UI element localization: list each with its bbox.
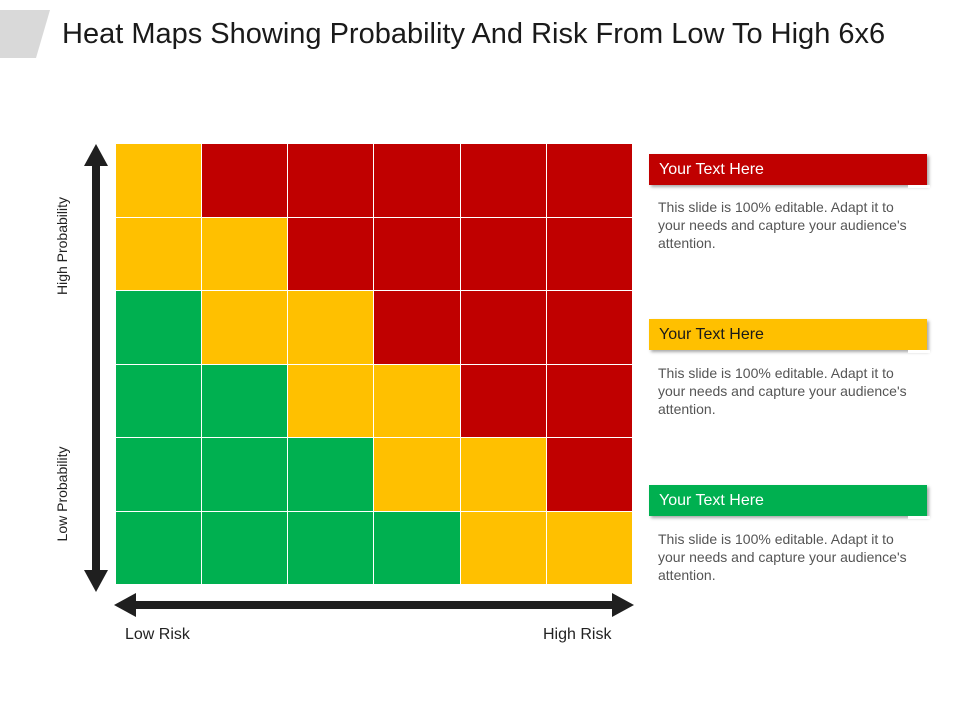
vertical-axis-arrow — [84, 144, 108, 592]
heatmap-cell-green — [202, 511, 288, 584]
heatmap-cell-red — [546, 364, 632, 437]
heatmap-cell-yellow — [116, 217, 202, 290]
x-axis-low-label: Low Risk — [125, 626, 190, 643]
heatmap-cell-green — [202, 364, 288, 437]
heatmap-cell-green — [116, 291, 202, 364]
heatmap-cell-red — [546, 438, 632, 511]
page-title: Heat Maps Showing Probability And Risk F… — [62, 18, 886, 50]
heatmap-cell-green — [202, 438, 288, 511]
heatmap-cell-red — [288, 217, 374, 290]
heatmap-cell-red — [374, 291, 460, 364]
heatmap-cell-red — [546, 291, 632, 364]
heatmap-cell-yellow — [288, 364, 374, 437]
heatmap-cell-yellow — [202, 217, 288, 290]
heatmap-cell-yellow — [460, 438, 546, 511]
heatmap-cell-green — [116, 511, 202, 584]
panel-header-yellow: Your Text Here — [649, 319, 930, 353]
panel-text-red: This slide is 100% editable. Adapt it to… — [658, 199, 907, 251]
panel-text-green: This slide is 100% editable. Adapt it to… — [658, 531, 907, 583]
y-axis-high-label: High Probability — [54, 196, 70, 296]
heatmap-cell-yellow — [374, 364, 460, 437]
heatmap-grid — [116, 144, 632, 584]
heatmap-cell-green — [116, 364, 202, 437]
heatmap-cell-red — [460, 291, 546, 364]
heatmap-cell-yellow — [116, 144, 202, 217]
panel-header-red: Your Text Here — [649, 154, 930, 188]
heatmap-cell-green — [288, 511, 374, 584]
x-axis-high-label: High Risk — [543, 626, 612, 643]
heatmap-cell-red — [374, 144, 460, 217]
heatmap-cell-red — [546, 217, 632, 290]
heatmap-cell-red — [546, 144, 632, 217]
heatmap-cell-red — [374, 217, 460, 290]
heatmap-cell-red — [202, 144, 288, 217]
heatmap-cell-green — [288, 438, 374, 511]
y-axis-low-label: Low Probability — [54, 446, 70, 542]
heatmap-cell-yellow — [460, 511, 546, 584]
heatmap-cell-red — [288, 144, 374, 217]
heatmap-cell-yellow — [374, 438, 460, 511]
panel-text-yellow: This slide is 100% editable. Adapt it to… — [658, 365, 907, 417]
heatmap-cell-red — [460, 217, 546, 290]
heatmap-cell-yellow — [288, 291, 374, 364]
heatmap-cell-red — [460, 364, 546, 437]
heatmap-cell-green — [116, 438, 202, 511]
heatmap-cell-yellow — [202, 291, 288, 364]
heatmap-cell-green — [374, 511, 460, 584]
heatmap-cell-yellow — [546, 511, 632, 584]
panel-header-green: Your Text Here — [649, 485, 930, 519]
heatmap-cell-red — [460, 144, 546, 217]
horizontal-axis-arrow — [114, 593, 634, 617]
